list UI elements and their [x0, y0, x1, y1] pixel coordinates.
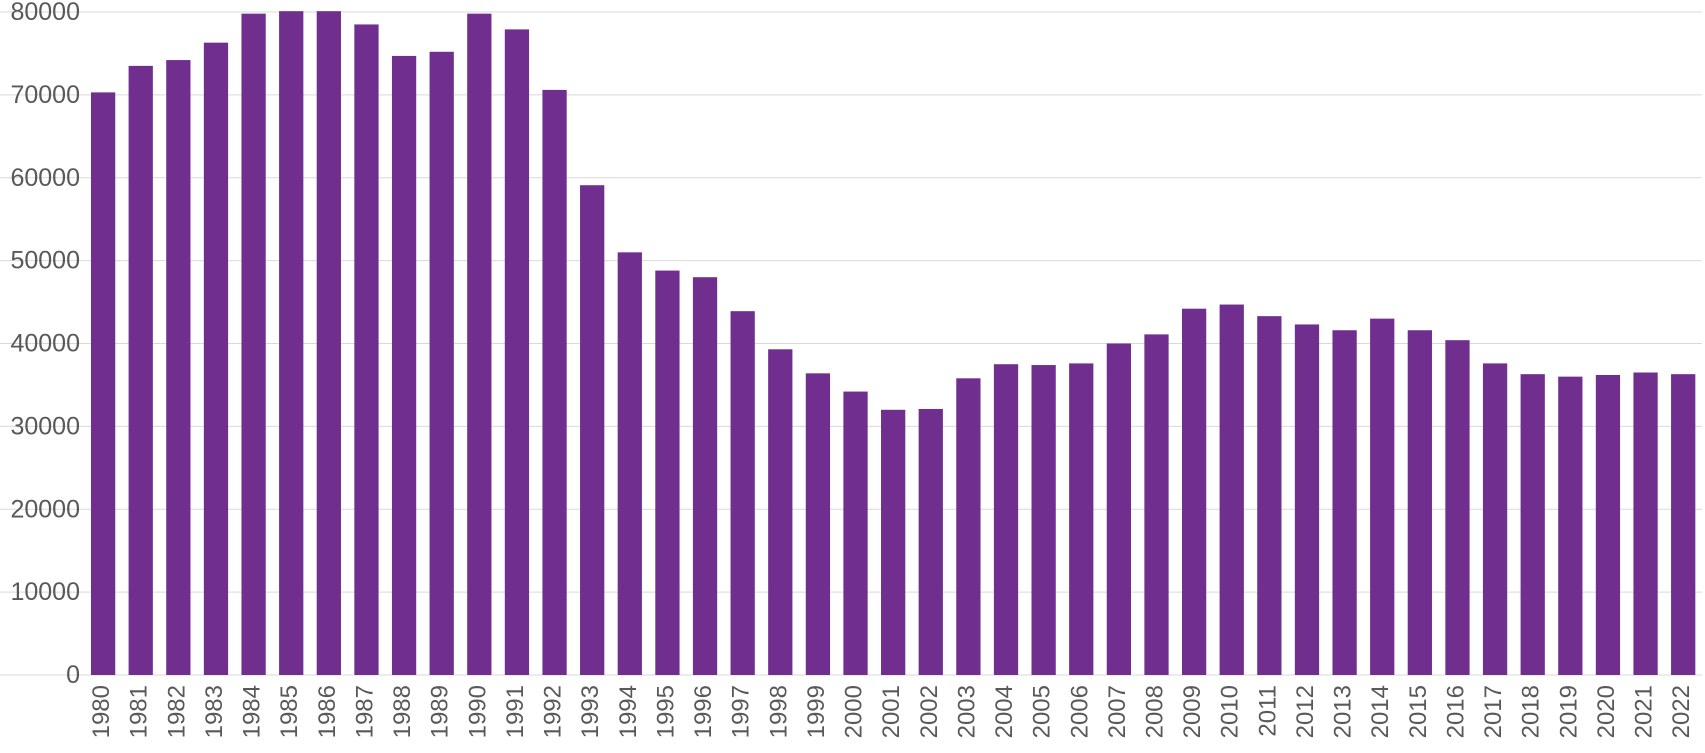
svg-text:2019: 2019	[1555, 685, 1582, 738]
svg-text:2002: 2002	[916, 685, 943, 738]
svg-text:1986: 1986	[314, 685, 341, 738]
svg-text:2006: 2006	[1066, 685, 1093, 738]
svg-text:0: 0	[66, 661, 80, 689]
svg-text:1992: 1992	[540, 685, 567, 738]
svg-text:2003: 2003	[953, 685, 980, 738]
svg-text:1995: 1995	[652, 685, 679, 738]
svg-text:1982: 1982	[163, 685, 190, 738]
svg-text:2000: 2000	[841, 685, 868, 738]
svg-text:1980: 1980	[88, 685, 115, 738]
svg-text:50000: 50000	[10, 247, 80, 275]
svg-text:2009: 2009	[1179, 685, 1206, 738]
svg-text:10000: 10000	[10, 578, 80, 606]
svg-text:1983: 1983	[201, 685, 228, 738]
svg-text:2018: 2018	[1518, 685, 1545, 738]
svg-text:1997: 1997	[728, 685, 755, 738]
svg-text:1988: 1988	[389, 685, 416, 738]
svg-text:1981: 1981	[126, 685, 153, 738]
svg-text:1990: 1990	[464, 685, 491, 738]
svg-text:1993: 1993	[577, 685, 604, 738]
svg-text:1996: 1996	[690, 685, 717, 738]
svg-text:2020: 2020	[1593, 685, 1620, 738]
svg-text:20000: 20000	[10, 495, 80, 523]
svg-text:2007: 2007	[1104, 685, 1131, 738]
svg-text:2017: 2017	[1480, 685, 1507, 738]
svg-text:2011: 2011	[1254, 685, 1281, 737]
svg-text:80000: 80000	[10, 0, 80, 26]
svg-text:1999: 1999	[803, 685, 830, 738]
svg-text:2005: 2005	[1029, 685, 1056, 738]
svg-text:2013: 2013	[1330, 685, 1357, 738]
svg-text:1984: 1984	[239, 685, 266, 738]
svg-text:1994: 1994	[615, 685, 642, 738]
svg-text:1991: 1991	[502, 685, 529, 738]
svg-text:1987: 1987	[351, 685, 378, 738]
svg-text:2014: 2014	[1367, 685, 1394, 738]
svg-text:2021: 2021	[1631, 685, 1658, 738]
svg-text:30000: 30000	[10, 412, 80, 440]
svg-text:2022: 2022	[1668, 685, 1695, 738]
svg-text:2012: 2012	[1292, 685, 1319, 738]
svg-text:2001: 2001	[878, 685, 905, 738]
svg-text:1998: 1998	[765, 685, 792, 738]
svg-text:1989: 1989	[427, 685, 454, 738]
svg-text:2010: 2010	[1217, 685, 1244, 738]
svg-text:2004: 2004	[991, 685, 1018, 738]
svg-text:70000: 70000	[10, 81, 80, 109]
svg-text:2015: 2015	[1405, 685, 1432, 738]
svg-text:2016: 2016	[1442, 685, 1469, 738]
svg-text:2008: 2008	[1141, 685, 1168, 738]
svg-text:40000: 40000	[10, 330, 80, 358]
svg-text:1985: 1985	[276, 685, 303, 738]
svg-text:60000: 60000	[10, 164, 80, 192]
